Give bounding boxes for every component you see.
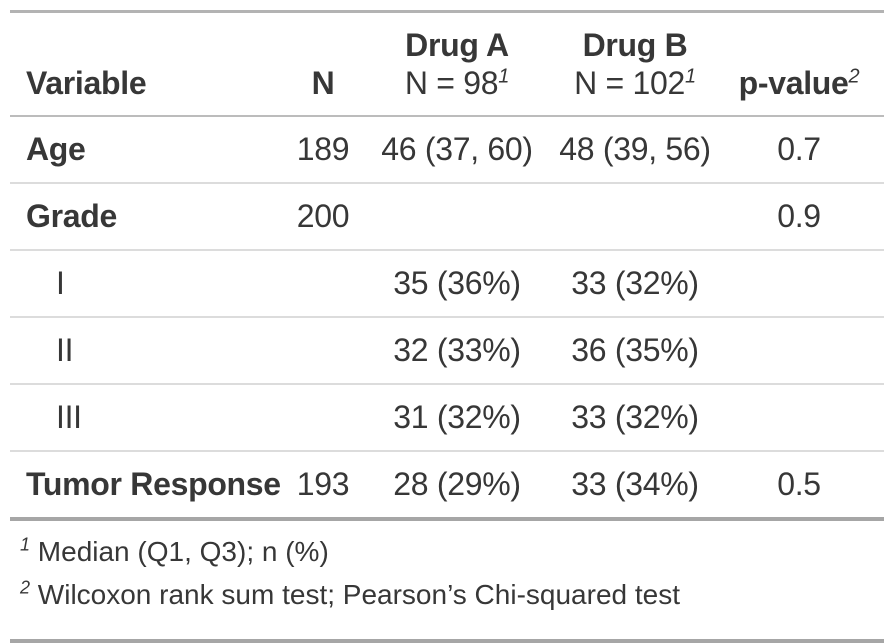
drug-a-cell: 31 (32%): [358, 382, 556, 451]
variable-cell: Grade: [10, 181, 288, 250]
footnote-1: 1 Median (Q1, Q3); n (%): [10, 519, 884, 573]
column-header-drug-a: Drug A N = 981: [358, 11, 556, 117]
footnote-row: 1 Median (Q1, Q3); n (%): [10, 519, 884, 573]
drug-a-spanner-label: Drug A: [405, 27, 509, 63]
column-header-variable-label: Variable: [26, 64, 147, 101]
table-row-tumor-response: Tumor Response 193 28 (29%) 33 (34%) 0.5: [10, 449, 884, 521]
n-cell: 193: [288, 449, 358, 521]
p-value-cell: [714, 382, 884, 451]
footnote-marker-1: 1: [20, 534, 31, 555]
drug-a-cell: 35 (36%): [358, 248, 556, 317]
header-row: Variable N Drug A N = 981 Drug B N = 102…: [10, 11, 884, 117]
drug-b-cell: 48 (39, 56): [559, 130, 711, 167]
table-body: Age 189 46 (37, 60) 48 (39, 56) 0.7 Grad…: [10, 116, 884, 521]
footnote-marker-2: 2: [20, 577, 31, 598]
drug-a-cell: 46 (37, 60): [381, 130, 533, 167]
variable-cell: I: [10, 248, 288, 317]
drug-b-cell: 36 (35%): [556, 315, 714, 384]
table-row-grade-3: III 31 (32%) 33 (32%): [10, 382, 884, 451]
table-row-age: Age 189 46 (37, 60) 48 (39, 56) 0.7: [10, 116, 884, 183]
p-value-cell: [714, 248, 884, 317]
p-value-cell: 0.7: [777, 130, 821, 167]
drug-a-cell: 32 (33%): [358, 315, 556, 384]
n-cell: [288, 248, 358, 317]
drug-b-cell: [556, 181, 714, 250]
variable-cell: II: [10, 315, 288, 384]
column-header-variable: Variable: [10, 11, 288, 117]
drug-b-spanner-label: Drug B: [582, 27, 688, 63]
variable-cell: Age: [26, 130, 86, 167]
p-value-header-label: p-value: [738, 64, 849, 101]
drug-a-n-sublabel: N = 981: [404, 64, 510, 101]
n-cell: 189: [296, 130, 350, 167]
footnote-row: 2 Wilcoxon rank sum test; Pearson’s Chi-…: [10, 573, 884, 641]
drug-a-cell: 28 (29%): [358, 449, 556, 521]
footnote-1-text: Median (Q1, Q3); n (%): [37, 535, 329, 567]
n-cell: 200: [288, 181, 358, 250]
p-value-cell: [714, 315, 884, 384]
variable-cell: III: [10, 382, 288, 451]
table-row-grade-2: II 32 (33%) 36 (35%): [10, 315, 884, 384]
p-value-cell: 0.9: [714, 181, 884, 250]
table-row-grade: Grade 200 0.9: [10, 181, 884, 250]
variable-cell: Tumor Response: [10, 449, 288, 521]
drug-a-cell: [358, 181, 556, 250]
n-cell: [288, 315, 358, 384]
drug-b-cell: 33 (34%): [556, 449, 714, 521]
table-header: Variable N Drug A N = 981 Drug B N = 102…: [10, 11, 884, 117]
footnote-ref-1: 1: [685, 65, 696, 88]
column-header-n: N: [288, 11, 358, 117]
drug-b-cell: 33 (32%): [556, 248, 714, 317]
table-row-grade-1: I 35 (36%) 33 (32%): [10, 248, 884, 317]
drug-b-n-sublabel: N = 1021: [574, 64, 696, 101]
footnote-ref-1: 1: [498, 65, 510, 88]
n-cell: [288, 382, 358, 451]
column-header-drug-b: Drug B N = 1021: [556, 11, 714, 117]
p-value-cell: 0.5: [714, 449, 884, 521]
footnote-ref-2: 2: [848, 65, 860, 88]
footnote-2: 2 Wilcoxon rank sum test; Pearson’s Chi-…: [10, 573, 884, 641]
summary-table: Variable N Drug A N = 981 Drug B N = 102…: [10, 10, 884, 643]
table-footnotes: 1 Median (Q1, Q3); n (%) 2 Wilcoxon rank…: [10, 519, 884, 641]
footnote-2-text: Wilcoxon rank sum test; Pearson’s Chi-sq…: [37, 578, 680, 610]
drug-b-cell: 33 (32%): [556, 382, 714, 451]
column-header-n-label: N: [311, 64, 335, 101]
column-header-p-value: p-value2: [714, 11, 884, 117]
